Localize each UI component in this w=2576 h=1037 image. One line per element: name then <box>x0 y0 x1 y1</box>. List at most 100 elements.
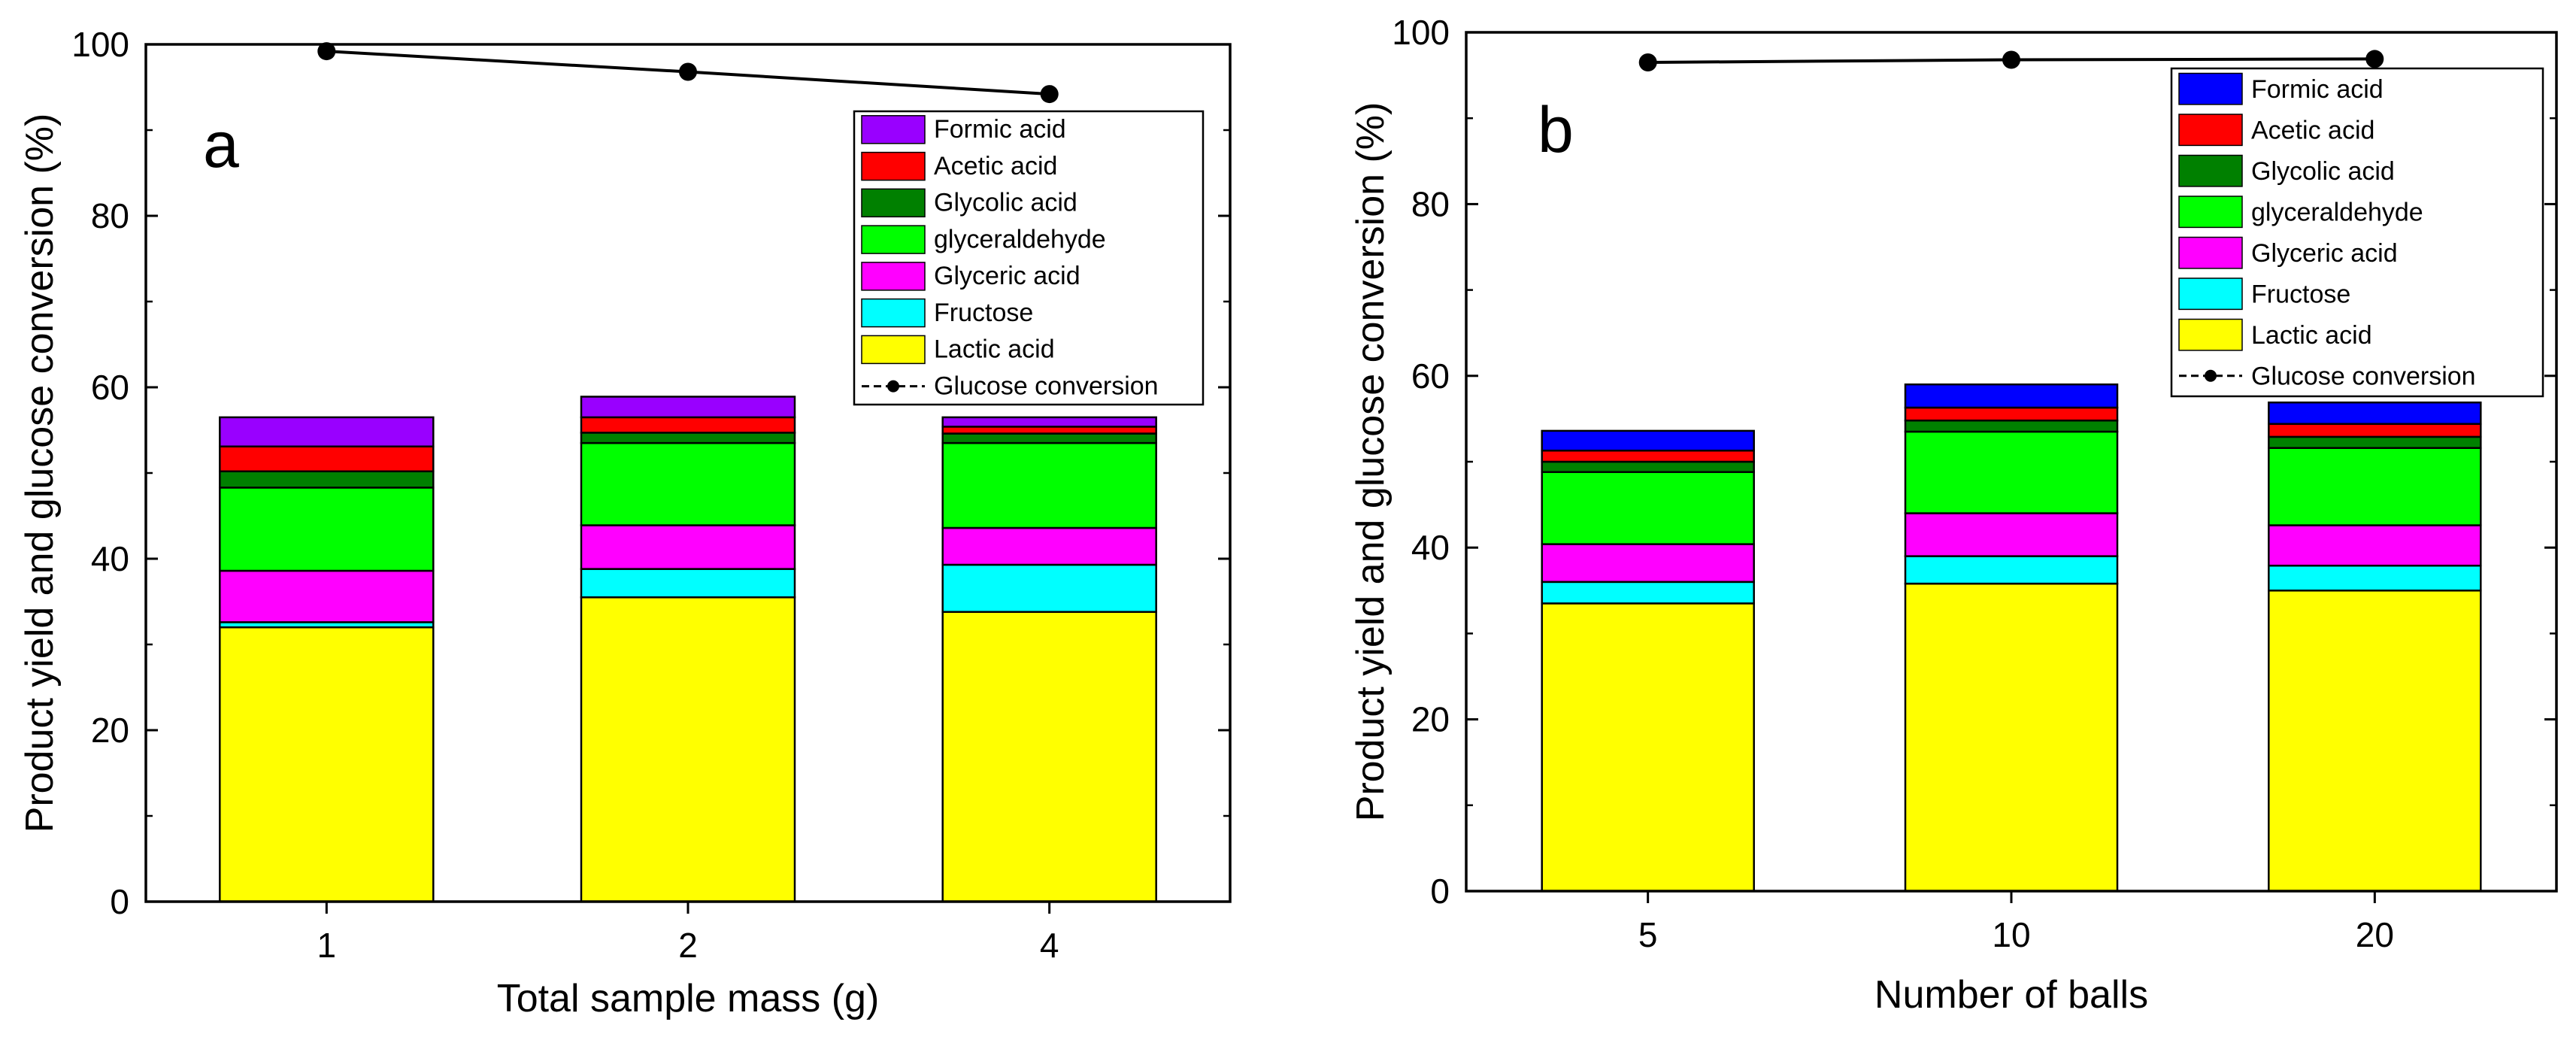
glucose-conversion-point-20 <box>2365 50 2384 68</box>
legend-swatch-glyceric-acid <box>861 262 926 291</box>
glucose-conversion-point-2 <box>679 62 697 81</box>
bar-glycolic-acid-2 <box>580 432 796 444</box>
bar-acetic-acid-1 <box>219 445 435 473</box>
bar-glyceric-acid-2 <box>580 524 796 570</box>
legend-swatch-lactic-acid <box>2178 318 2243 351</box>
x-tick-label: 2 <box>678 926 698 965</box>
x-tick-label: 4 <box>1040 926 1059 965</box>
legend-swatch-fructose <box>861 298 926 328</box>
x-tick-label: 1 <box>317 926 337 965</box>
bar-fructose-4 <box>941 563 1157 613</box>
bar-glyceraldehyde-10 <box>1904 430 2119 514</box>
legend-marker-glucose-conversion <box>2205 369 2217 382</box>
y-tick-label: 80 <box>91 196 129 235</box>
glucose-conversion-point-5 <box>1638 53 1657 71</box>
bar-glycolic-acid-1 <box>219 470 435 489</box>
legend-swatch-formic-acid <box>861 115 926 144</box>
legend-swatch-lactic-acid <box>861 335 926 365</box>
x-axis-title: Number of balls <box>1874 973 2148 1017</box>
legend-label-lactic-acid: Lactic acid <box>934 335 1055 364</box>
legend-label-glucose-conversion: Glucose conversion <box>934 371 1159 400</box>
legend-label-glyceric-acid: Glyceric acid <box>2251 239 2398 268</box>
bar-lactic-acid-4 <box>941 611 1157 903</box>
legend-marker-glucose-conversion <box>887 380 899 393</box>
bar-glycolic-acid-4 <box>941 432 1157 444</box>
y-tick-label: 60 <box>91 368 129 407</box>
bar-glycolic-acid-5 <box>1541 460 1755 473</box>
x-tick-label: 5 <box>1638 915 1658 954</box>
bar-fructose-20 <box>2268 564 2482 592</box>
bar-formic-acid-1 <box>219 416 435 447</box>
bar-formic-acid-10 <box>1904 383 2119 409</box>
bar-fructose-10 <box>1904 555 2119 585</box>
bar-formic-acid-2 <box>580 396 796 419</box>
bar-glyceric-acid-4 <box>941 526 1157 566</box>
bar-lactic-acid-1 <box>219 626 435 903</box>
legend-swatch-glycolic-acid <box>861 188 926 218</box>
legend-label-glyceric-acid: Glyceric acid <box>934 262 1080 290</box>
bar-glyceric-acid-5 <box>1541 543 1755 584</box>
bar-lactic-acid-10 <box>1904 582 2119 893</box>
panel-a: 0 20 40 60 80 100 1 2 4 Total sample mass (g) Prod… <box>18 25 1232 1020</box>
bar-glyceraldehyde-5 <box>1541 471 1755 545</box>
legend-swatch-fructose <box>2178 277 2243 311</box>
bar-glyceraldehyde-2 <box>580 441 796 526</box>
bar-lactic-acid-2 <box>580 596 796 903</box>
legend-label-fructose: Fructose <box>934 299 1033 327</box>
bar-acetic-acid-10 <box>1904 406 2119 422</box>
x-tick-label: 10 <box>1992 915 2030 954</box>
bar-glyceraldehyde-20 <box>2268 447 2482 526</box>
legend-label-formic-acid: Formic acid <box>934 115 1066 144</box>
legend-label-formic-acid: Formic acid <box>2251 75 2384 104</box>
y-tick-label: 20 <box>1411 700 1450 739</box>
bar-lactic-acid-20 <box>2268 590 2482 893</box>
glucose-conversion-point-4 <box>1040 85 1059 104</box>
y-tick-label: 60 <box>1411 356 1450 396</box>
bar-glyceric-acid-20 <box>2268 524 2482 567</box>
bar-glyceric-acid-10 <box>1904 512 2119 557</box>
legend-swatch-acetic-acid <box>2178 114 2243 147</box>
y-tick-label: 20 <box>91 711 129 750</box>
bar-formic-acid-20 <box>2268 401 2482 425</box>
legend-label-acetic-acid: Acetic acid <box>2251 117 2374 145</box>
legend-swatch-glycolic-acid <box>2178 154 2243 187</box>
bar-acetic-acid-4 <box>941 426 1157 435</box>
legend-label-lactic-acid: Lactic acid <box>2251 321 2372 350</box>
legend-swatch-glyceraldehyde <box>861 225 926 254</box>
legend-label-acetic-acid: Acetic acid <box>934 152 1057 180</box>
y-tick-label: 40 <box>1411 528 1450 567</box>
y-tick-label: 40 <box>91 539 129 578</box>
legend-label-glycolic-acid: Glycolic acid <box>934 189 1077 217</box>
panel-b: 0 20 40 60 80 100 5 10 20 Number of balls Product … <box>1349 13 2558 1017</box>
bar-glyceric-acid-1 <box>219 569 435 623</box>
legend-label-glycolic-acid: Glycolic acid <box>2251 157 2395 186</box>
panel-label: b <box>1538 94 1574 166</box>
bar-glycolic-acid-20 <box>2268 435 2482 449</box>
x-tick-label: 20 <box>2356 915 2394 954</box>
legend-swatch-formic-acid <box>2178 72 2243 105</box>
bar-formic-acid-4 <box>941 416 1157 428</box>
legend-swatch-glyceraldehyde <box>2178 196 2243 229</box>
y-tick-label: 0 <box>1430 872 1450 911</box>
bar-glyceraldehyde-4 <box>941 441 1157 529</box>
y-tick-label: 80 <box>1411 184 1450 223</box>
bar-acetic-acid-5 <box>1541 449 1755 463</box>
glucose-conversion-point-1 <box>317 42 336 61</box>
y-tick-label: 100 <box>1392 13 1450 52</box>
bar-fructose-2 <box>580 568 796 599</box>
bar-acetic-acid-2 <box>580 416 796 434</box>
legend-swatch-acetic-acid <box>861 151 926 181</box>
y-axis-title: Product yield and glucose conversion (%) <box>1349 102 1393 822</box>
glucose-conversion-point-10 <box>2002 50 2020 69</box>
legend-label-fructose: Fructose <box>2251 280 2350 309</box>
y-axis-title: Product yield and glucose conversion (%) <box>18 114 62 833</box>
y-tick-label: 0 <box>110 882 129 921</box>
legend-label-glucose-conversion: Glucose conversion <box>2251 362 2476 391</box>
bar-lactic-acid-5 <box>1541 602 1755 893</box>
panel-label: a <box>203 109 239 181</box>
bar-formic-acid-5 <box>1541 429 1755 452</box>
x-axis-title: Total sample mass (g) <box>497 977 880 1020</box>
legend-swatch-glyceric-acid <box>2178 236 2243 269</box>
bar-fructose-5 <box>1541 581 1755 605</box>
